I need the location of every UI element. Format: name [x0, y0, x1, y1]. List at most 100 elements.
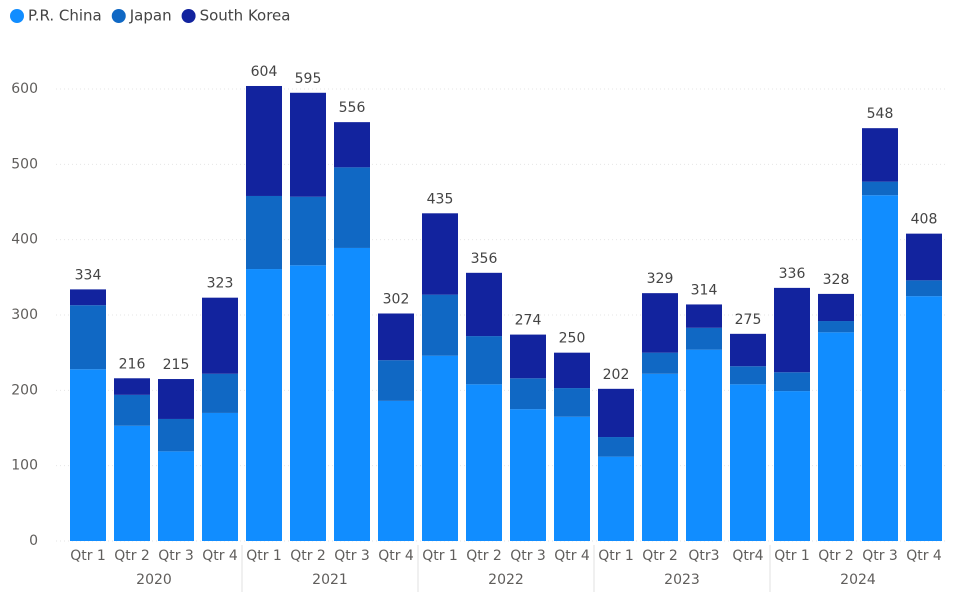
- y-tick-label: 400: [11, 232, 38, 248]
- total-label: 604: [251, 64, 278, 80]
- bar-segment: [818, 332, 854, 541]
- bar-segment: [730, 366, 766, 385]
- x-tick-label: Qtr 2: [114, 548, 150, 564]
- x-tick-label: Qtr 2: [290, 548, 326, 564]
- bar-segment: [202, 412, 238, 541]
- total-label: 356: [471, 251, 498, 267]
- total-label: 329: [647, 271, 674, 287]
- total-label: 336: [779, 266, 806, 282]
- bar-segment: [510, 409, 546, 541]
- x-tick-label: Qtr 1: [70, 548, 106, 564]
- y-tick-label: 600: [11, 81, 38, 97]
- total-label: 216: [119, 356, 146, 372]
- x-tick-label: Qtr 2: [642, 548, 678, 564]
- total-label: 274: [515, 313, 542, 329]
- x-tick-label: Qtr 2: [818, 548, 854, 564]
- x-tick-label: Qtr 1: [774, 548, 810, 564]
- bar-segment: [202, 297, 238, 374]
- bar-segment: [334, 167, 370, 248]
- bar-segment: [114, 378, 150, 395]
- bar-segment: [70, 305, 106, 370]
- total-label: 595: [295, 71, 322, 87]
- bar-segment: [774, 372, 810, 392]
- bar-segment: [598, 437, 634, 457]
- x-tick-label: Qtr 3: [158, 548, 194, 564]
- bar-segment: [730, 333, 766, 367]
- y-tick-label: 300: [11, 307, 38, 323]
- year-label: 2023: [664, 572, 700, 588]
- bar-segment: [774, 287, 810, 373]
- bar-segment: [158, 379, 194, 419]
- bar-segment: [466, 336, 502, 385]
- legend-label: Japan: [129, 7, 172, 25]
- x-tick-label: Qtr 3: [510, 548, 546, 564]
- total-label: 314: [691, 282, 718, 298]
- total-label: 323: [207, 276, 234, 292]
- y-tick-label: 0: [29, 533, 38, 549]
- bar-segment: [510, 378, 546, 410]
- total-label: 215: [163, 357, 190, 373]
- bar-segment: [70, 289, 106, 306]
- bar-segment: [334, 122, 370, 168]
- bar-segment: [818, 293, 854, 322]
- bar-segment: [686, 327, 722, 350]
- x-tick-label: Qtr 2: [466, 548, 502, 564]
- x-tick-label: Qtr4: [732, 548, 763, 564]
- total-label: 556: [339, 100, 366, 116]
- year-label: 2024: [840, 572, 876, 588]
- bar-segment: [862, 128, 898, 182]
- total-label: 202: [603, 367, 630, 383]
- bar-segment: [598, 456, 634, 541]
- bar-segment: [730, 384, 766, 541]
- total-label: 275: [735, 312, 762, 328]
- year-label: 2021: [312, 572, 348, 588]
- x-tick-label: Qtr 4: [554, 548, 590, 564]
- total-label: 408: [911, 212, 938, 228]
- legend-marker: [111, 9, 126, 23]
- bar-segment: [334, 247, 370, 541]
- bar-segment: [642, 293, 678, 353]
- bar-segment: [246, 269, 282, 541]
- x-tick-label: Qtr 1: [598, 548, 634, 564]
- bar-segment: [906, 233, 942, 281]
- bar-segment: [70, 369, 106, 541]
- total-label: 328: [823, 272, 850, 288]
- y-tick-label: 100: [11, 458, 38, 474]
- bar-segment: [862, 195, 898, 541]
- bar-segment: [466, 384, 502, 541]
- bar-segment: [774, 391, 810, 541]
- bar-segment: [642, 373, 678, 541]
- total-label: 548: [867, 106, 894, 122]
- year-label: 2020: [136, 572, 172, 588]
- bar-segment: [598, 388, 634, 438]
- bar-segment: [246, 195, 282, 270]
- bar-segment: [862, 181, 898, 196]
- bar-segment: [378, 400, 414, 541]
- bar-segment: [422, 294, 458, 356]
- bar-segment: [422, 213, 458, 295]
- y-tick-label: 500: [11, 156, 38, 172]
- bar-segment: [906, 280, 942, 297]
- bar-segment: [510, 334, 546, 379]
- bar-segment: [378, 360, 414, 401]
- bar-segment: [202, 373, 238, 413]
- total-label: 302: [383, 291, 410, 307]
- total-label: 250: [559, 331, 586, 347]
- bar-segment: [686, 304, 722, 328]
- bar-segment: [554, 416, 590, 541]
- bar-segment: [290, 196, 326, 266]
- bar-segment: [906, 296, 942, 541]
- x-tick-label: Qtr3: [688, 548, 719, 564]
- legend-marker: [10, 9, 24, 23]
- x-tick-label: Qtr 3: [862, 548, 898, 564]
- bar-segment: [554, 352, 590, 389]
- bar-segment: [686, 349, 722, 541]
- bar-segment: [158, 418, 194, 452]
- x-tick-label: Qtr 1: [422, 548, 458, 564]
- x-tick-label: Qtr 4: [202, 548, 238, 564]
- bar-segment: [422, 355, 458, 541]
- total-label: 435: [427, 191, 454, 207]
- bar-segment: [554, 388, 590, 417]
- x-tick-label: Qtr 1: [246, 548, 282, 564]
